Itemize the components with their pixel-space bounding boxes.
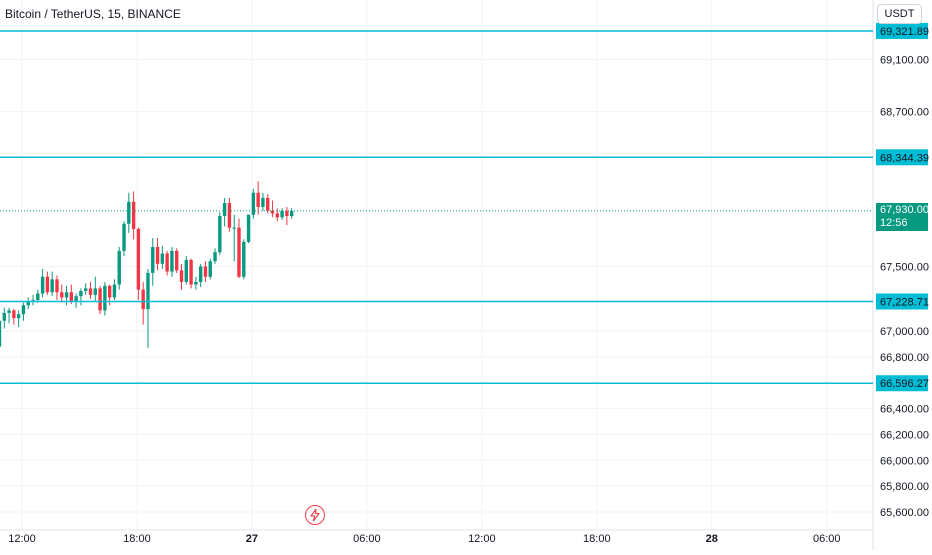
- level-tag-label: 69,321.89: [880, 26, 929, 38]
- candle-body: [232, 227, 236, 229]
- x-tick-label: 06:00: [353, 533, 381, 545]
- candle-body: [79, 290, 83, 297]
- x-tick-label: 27: [246, 533, 258, 545]
- level-tag-label: 67,228.71: [880, 296, 929, 308]
- y-tick-label: 66,200.00: [880, 429, 929, 441]
- candle-body: [246, 214, 251, 242]
- candle-body: [146, 272, 150, 310]
- lightning-icon[interactable]: [305, 505, 325, 525]
- candle-body: [31, 300, 35, 302]
- candle-body: [237, 227, 241, 277]
- candle-body: [84, 288, 88, 291]
- candle-body: [127, 201, 131, 224]
- level-tag-label: 66,596.27: [880, 378, 929, 390]
- candle-body: [261, 197, 265, 207]
- candle-body: [45, 276, 50, 293]
- candle-body: [203, 266, 208, 277]
- candle-body: [98, 288, 102, 311]
- y-tick-label: 67,500.00: [880, 261, 929, 273]
- y-tick-label: 69,100.00: [880, 55, 929, 67]
- candle-body: [170, 250, 174, 272]
- candle-body: [40, 276, 45, 294]
- candle-body: [251, 192, 256, 215]
- candle-body: [275, 213, 280, 218]
- x-tick-label: 18:00: [123, 533, 151, 545]
- candle-body: [227, 203, 232, 228]
- y-tick-label: 67,000.00: [880, 326, 929, 338]
- candle-body: [256, 192, 260, 207]
- level-tag-bg: [876, 149, 928, 166]
- candle-body: [64, 292, 69, 298]
- candle-body: [26, 301, 30, 306]
- x-tick-label: 12:00: [468, 533, 496, 545]
- candle-body: [74, 296, 78, 302]
- candle-body: [266, 197, 270, 211]
- y-tick-label: 65,800.00: [880, 481, 929, 493]
- candle-body: [117, 250, 121, 285]
- candle-body: [107, 285, 112, 298]
- candle-body: [36, 293, 40, 301]
- y-tick-label: 65,600.00: [880, 507, 929, 519]
- chart-title: Bitcoin / TetherUS, 15, BINANCE: [5, 7, 181, 21]
- level-tag-bg: [876, 293, 928, 310]
- candle-body: [285, 210, 289, 217]
- candle-body: [270, 210, 275, 214]
- candle-body: [151, 247, 155, 273]
- candle-body: [208, 261, 212, 277]
- candle-body: [198, 266, 203, 282]
- candle-body: [0, 320, 2, 347]
- last-price-label: 67,930.00: [880, 203, 929, 216]
- candle-body: [112, 284, 117, 298]
- level-tag-bg: [876, 375, 928, 392]
- x-tick-label: 12:00: [8, 533, 36, 545]
- y-tick-label: 68,700.00: [880, 106, 929, 118]
- candle-body: [194, 281, 198, 285]
- candle-body: [184, 259, 188, 282]
- candle-body: [93, 288, 97, 295]
- y-tick-label: 66,000.00: [880, 455, 929, 467]
- candle-body: [213, 252, 217, 262]
- candle-body: [280, 210, 284, 218]
- candle-body: [88, 288, 93, 295]
- candle-body: [242, 241, 246, 277]
- candle-body: [12, 310, 16, 319]
- candle-body: [175, 250, 179, 271]
- level-tag-bg: [876, 22, 928, 39]
- candle-body: [7, 310, 11, 313]
- y-tick-label: 66,800.00: [880, 352, 929, 364]
- candle-body: [141, 289, 145, 310]
- x-tick-label: 28: [706, 533, 718, 545]
- candle-body: [179, 270, 184, 282]
- countdown-label: 12:56: [880, 216, 908, 229]
- candle-body: [122, 223, 126, 251]
- candle-body: [55, 279, 59, 293]
- candle-body: [165, 253, 169, 272]
- candle-body: [218, 216, 222, 253]
- candle-body: [160, 253, 165, 264]
- candle-body: [16, 314, 21, 319]
- level-tag-label: 68,344.39: [880, 152, 929, 164]
- currency-button[interactable]: USDT: [877, 4, 922, 24]
- candle-body: [222, 203, 227, 217]
- y-tick-label: 66,400.00: [880, 404, 929, 416]
- x-tick-label: 06:00: [813, 533, 841, 545]
- candle-body: [189, 259, 193, 285]
- candle-body: [289, 210, 294, 217]
- candle-body: [69, 292, 74, 302]
- candle-body: [103, 285, 107, 311]
- candle-body: [50, 279, 54, 293]
- candle-body: [21, 305, 26, 315]
- last-price-tag: 67,930.00 12:56: [876, 202, 929, 231]
- candle-body: [155, 247, 160, 264]
- candle-body: [136, 228, 141, 290]
- candle-body: [131, 201, 136, 229]
- x-tick-label: 18:00: [583, 533, 611, 545]
- candle-body: [60, 292, 64, 298]
- candle-body: [2, 312, 6, 321]
